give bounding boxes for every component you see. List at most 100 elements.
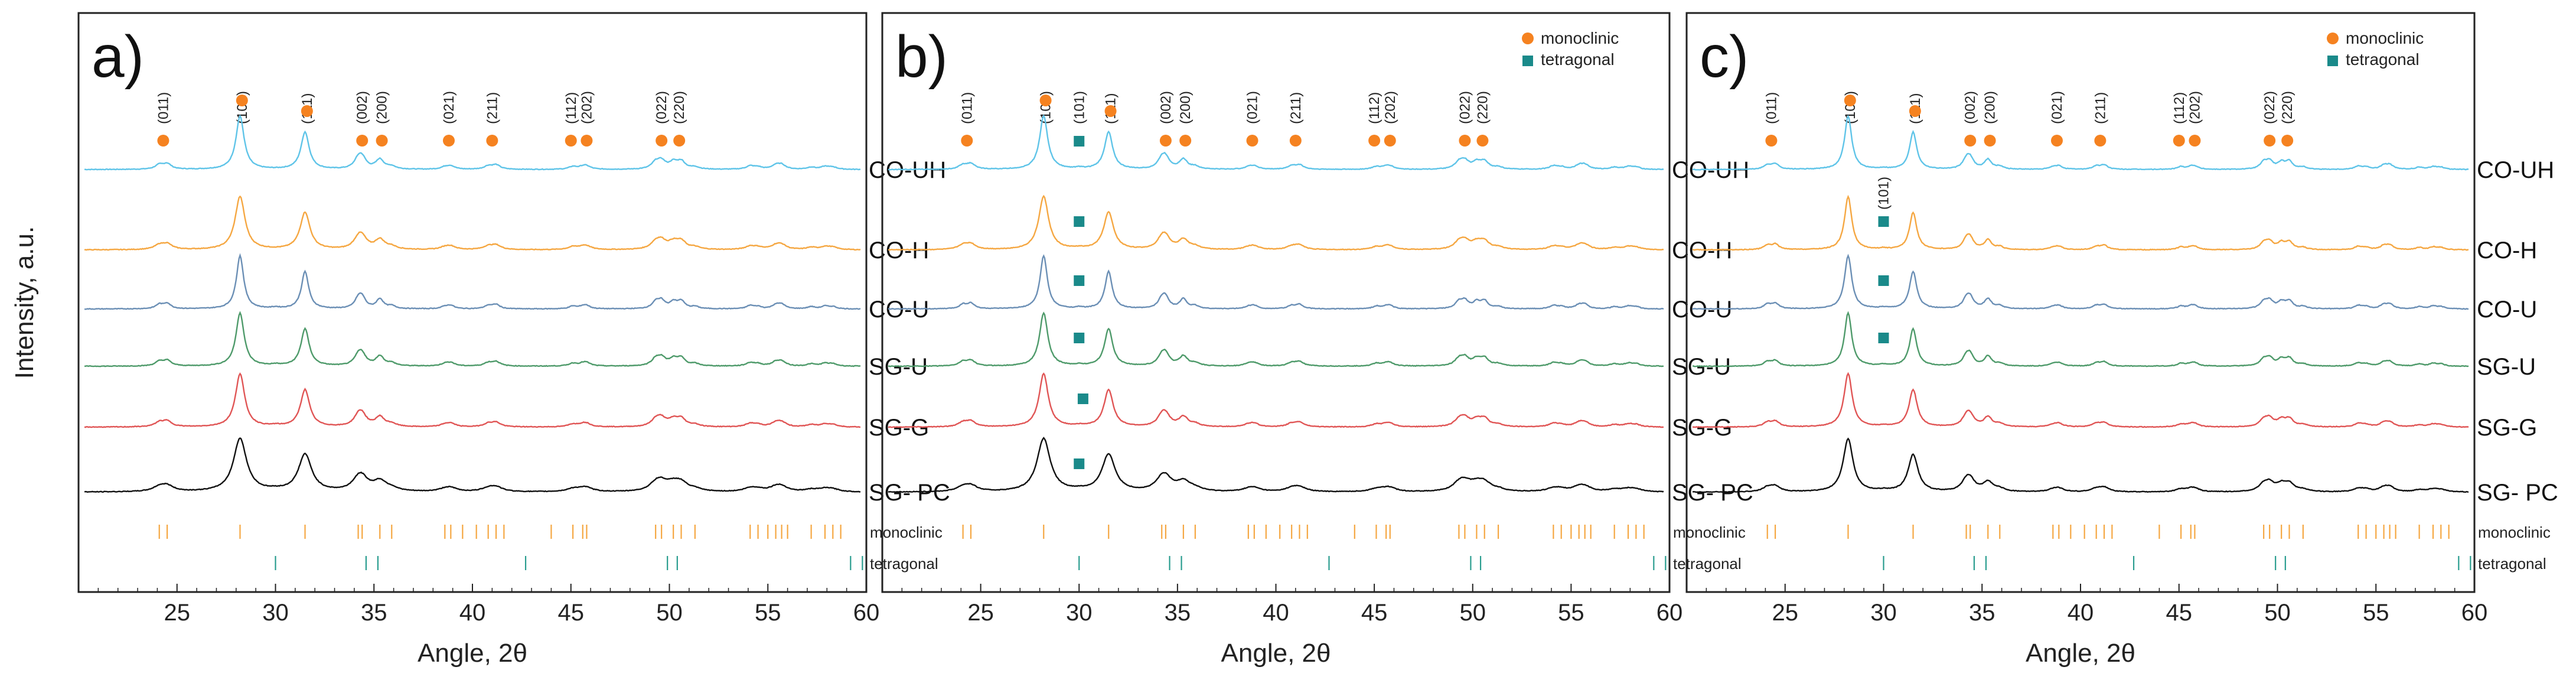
trace-co-uh — [888, 114, 1664, 171]
panel-b: b) 25 30 35 40 45 50 55 60 Angle, 2θ monoclinic tet… — [881, 12, 1753, 668]
trace-sg-pc — [1692, 437, 2469, 493]
x-tick-label: 50 — [1460, 600, 1486, 626]
peak-label-002: (002) — [354, 91, 370, 124]
trace-sg-g — [84, 372, 861, 428]
peak-label-002: (002) — [1962, 91, 1978, 124]
x-tick-label: 25 — [1772, 600, 1799, 626]
x-tick-label: 45 — [558, 600, 585, 626]
legend-monoclinic-label: monoclinic — [2346, 29, 2424, 47]
plot-frame — [881, 12, 1671, 593]
peak-label-202: (202) — [1382, 91, 1398, 124]
x-tick-label: 60 — [853, 600, 880, 626]
peak-label-211: (211) — [484, 92, 500, 124]
peak-label-011: (011) — [1763, 92, 1779, 124]
monoclinic-peak-marker — [1159, 135, 1172, 147]
trace-co-u — [888, 254, 1664, 310]
monoclinic-peak-marker — [961, 135, 973, 147]
peak-label-220: (220) — [2280, 91, 2295, 124]
monoclinic-peak-marker — [356, 135, 369, 147]
legend-tetragonal-label: tetragonal — [1541, 50, 1615, 69]
trace-sg-u — [1693, 311, 2469, 367]
peak-label-211: (211) — [2092, 92, 2108, 124]
trace-co-uh — [84, 114, 861, 171]
x-tick-label: 35 — [1969, 600, 1995, 626]
tetragonal-peak-marker — [1074, 458, 1085, 469]
peak-label-220: (220) — [1475, 91, 1491, 124]
x-axis-label: Angle, 2θ — [418, 639, 527, 668]
peak-label-021: (021) — [2049, 91, 2065, 124]
monoclinic-peak-marker — [656, 135, 668, 147]
tetragonal-peak-marker — [1878, 216, 1889, 227]
reference-label-monoclinic: monoclinic — [870, 523, 943, 541]
sample-label-co-uh: CO-UH — [2477, 157, 2554, 183]
peak-label-022: (022) — [1457, 91, 1473, 124]
legend-monoclinic-marker — [1522, 32, 1534, 44]
peak-label-112: (112) — [1367, 92, 1382, 124]
monoclinic-peak-marker — [565, 135, 577, 147]
panel-c: c) 25 30 35 40 45 50 55 60 Angle, 2θ monoclinic tet… — [1685, 12, 2558, 668]
reference-label-tetragonal: tetragonal — [1673, 555, 1742, 573]
x-tick-label: 35 — [361, 600, 387, 626]
sample-label-co-u: CO-U — [2477, 297, 2537, 323]
panel-a: a) 25 30 35 40 45 50 55 60 Angle, 2θ Intensity, a.… — [10, 12, 950, 668]
monoclinic-peak-marker — [1964, 135, 1977, 147]
sample-label-sg-pc: SG- PC — [869, 480, 950, 506]
peak-label-200: (200) — [1178, 91, 1194, 124]
panel-label: b) — [895, 24, 948, 90]
monoclinic-peak-marker — [301, 105, 313, 117]
monoclinic-peak-marker — [1909, 105, 1921, 117]
x-tick-label: 40 — [459, 600, 486, 626]
monoclinic-peak-marker — [486, 135, 498, 147]
x-tick-label: 35 — [1165, 600, 1191, 626]
peak-label-200: (200) — [374, 91, 390, 124]
x-tick-label: 50 — [656, 600, 683, 626]
tetragonal-peak-marker — [1077, 393, 1088, 404]
x-tick-label: 25 — [164, 600, 191, 626]
peak-label-112: (112) — [563, 92, 579, 124]
monoclinic-peak-marker — [2264, 135, 2276, 147]
monoclinic-peak-marker — [673, 135, 686, 147]
peak-label-022: (022) — [654, 91, 670, 124]
x-tick-label: 30 — [262, 600, 289, 626]
x-tick-label: 40 — [1263, 600, 1289, 626]
x-tick-label: 60 — [1657, 600, 1683, 626]
legend-tetragonal-marker — [2327, 56, 2338, 66]
peak-label-202: (202) — [2187, 91, 2203, 124]
sample-label-sg-u: SG-U — [869, 354, 928, 380]
monoclinic-peak-marker — [1765, 135, 1778, 147]
sample-label-co-h: CO-H — [2477, 238, 2537, 264]
legend-tetragonal-label: tetragonal — [2346, 50, 2420, 69]
monoclinic-peak-marker — [1246, 135, 1258, 147]
x-tick-label: 55 — [1558, 600, 1584, 626]
monoclinic-peak-marker — [1039, 95, 1052, 106]
x-tick-label: 55 — [755, 600, 781, 626]
legend-monoclinic-marker — [2327, 32, 2339, 44]
peak-label-220: (220) — [671, 91, 687, 124]
monoclinic-peak-marker — [1844, 95, 1856, 106]
tetragonal-peak-marker — [1074, 216, 1085, 227]
monoclinic-peak-marker — [2050, 135, 2063, 147]
trace-co-uh — [1692, 115, 2469, 171]
legend-tetragonal-marker — [1522, 56, 1533, 66]
sample-label-sg-g: SG-G — [2477, 415, 2537, 441]
x-tick-label: 40 — [2068, 600, 2094, 626]
monoclinic-peak-marker — [1104, 105, 1117, 117]
monoclinic-peak-marker — [1384, 135, 1396, 147]
x-tick-label: 50 — [2264, 600, 2291, 626]
x-tick-label: 30 — [1870, 600, 1897, 626]
monoclinic-peak-marker — [2173, 135, 2185, 147]
x-tick-label: 55 — [2363, 600, 2389, 626]
x-axis-label: Angle, 2θ — [2026, 639, 2135, 668]
monoclinic-peak-marker — [236, 95, 248, 106]
sample-label-sg-u: SG-U — [1672, 354, 1731, 380]
peak-label-101: (101) — [1071, 91, 1087, 124]
monoclinic-peak-marker — [2094, 135, 2107, 147]
monoclinic-peak-marker — [376, 135, 388, 147]
sample-label-co-h: CO-H — [869, 238, 929, 264]
sample-label-sg-g: SG-G — [869, 415, 929, 441]
monoclinic-peak-marker — [2281, 135, 2294, 147]
x-tick-label: 60 — [2461, 600, 2488, 626]
peak-label-211: (211) — [1288, 92, 1304, 124]
x-tick-label: 45 — [1361, 600, 1388, 626]
